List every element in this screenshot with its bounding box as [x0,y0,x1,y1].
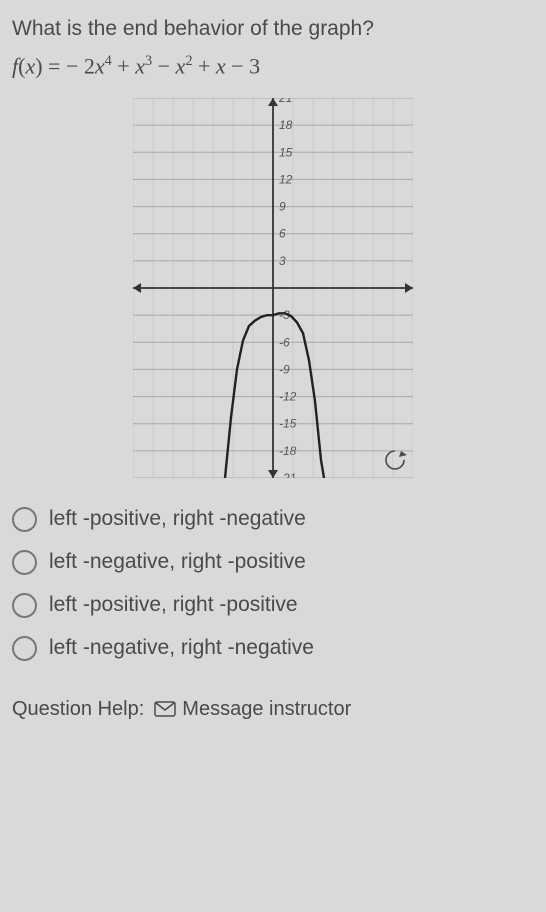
option-3[interactable]: left -positive, right -positive [12,584,534,627]
svg-text:21: 21 [278,98,292,105]
svg-text:6: 6 [279,226,286,240]
svg-text:-18: -18 [279,444,297,458]
answer-options: left -positive, right -negative left -ne… [12,498,534,670]
svg-text:-9: -9 [279,362,290,376]
question-help-label: Question Help: [12,698,144,721]
svg-text:9: 9 [279,199,286,213]
equation: f(x) = − 2x4 + x3 − x2 + x − 3 [12,53,534,79]
option-label: left -positive, right -negative [49,507,306,531]
radio-icon [12,593,37,618]
question-help-row: Question Help: Message instructor [12,698,534,721]
svg-text:-6: -6 [279,335,290,349]
option-1[interactable]: left -positive, right -negative [12,498,534,541]
option-label: left -negative, right -negative [49,636,314,660]
option-label: left -negative, right -positive [49,550,306,574]
radio-icon [12,636,37,661]
option-2[interactable]: left -negative, right -positive [12,541,534,584]
svg-text:12: 12 [279,172,293,186]
radio-icon [12,550,37,575]
svg-text:-21: -21 [279,471,296,478]
svg-text:18: 18 [279,118,293,132]
svg-text:-15: -15 [279,416,297,430]
option-label: left -positive, right -positive [49,593,298,617]
message-instructor-text: Message instructor [182,698,351,721]
question-prompt: What is the end behavior of the graph? [12,14,534,43]
svg-text:3: 3 [279,254,286,268]
svg-text:-12: -12 [279,389,297,403]
option-4[interactable]: left -negative, right -negative [12,627,534,670]
svg-text:15: 15 [279,145,293,159]
radio-icon [12,507,37,532]
message-instructor-link[interactable]: Message instructor [154,698,351,721]
mail-icon [154,701,176,717]
polynomial-graph: 36912151821-3-6-9-12-15-18-21 [133,98,413,478]
